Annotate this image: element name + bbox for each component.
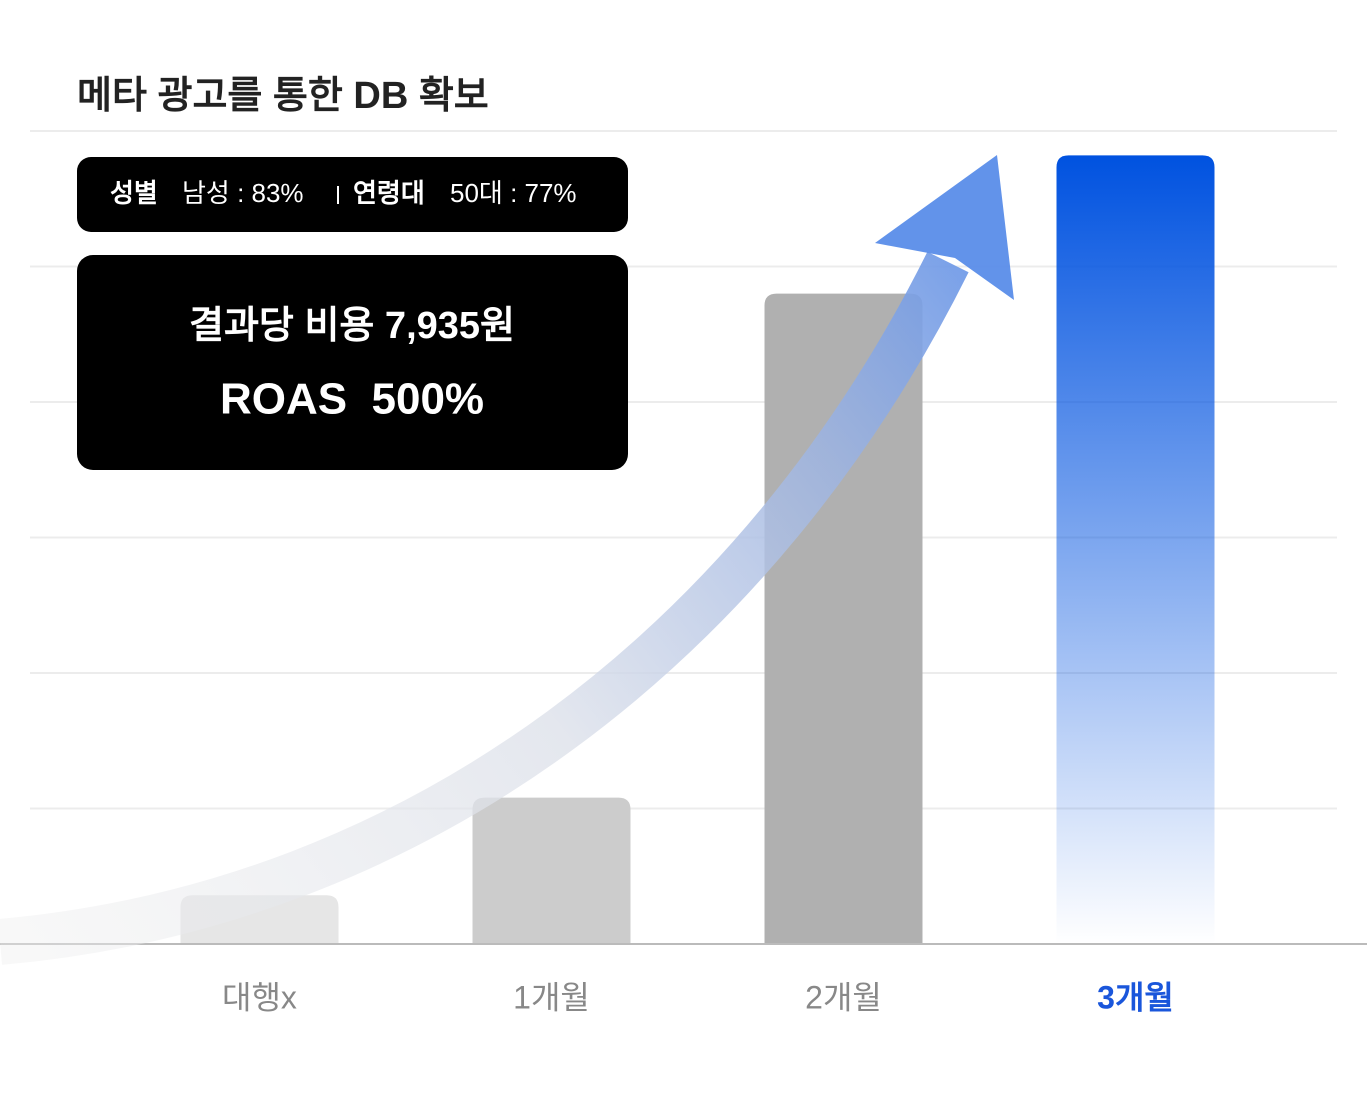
- badge-value: 남성 : 83%: [182, 178, 304, 208]
- summary-roas: ROAS 500%: [220, 375, 484, 424]
- trend-arrow-body: [0, 251, 969, 965]
- x-tick-label: 대행x: [222, 979, 297, 1015]
- bar: [472, 797, 631, 944]
- badge-label: 연령대: [353, 178, 425, 208]
- x-tick-label: 3개월: [1097, 979, 1174, 1015]
- x-tick-label: 2개월: [805, 979, 882, 1015]
- trend-arrow-head: [875, 155, 1014, 300]
- badge-label: 성별: [110, 178, 158, 208]
- bar: [1056, 155, 1215, 944]
- summary-box: [77, 255, 628, 470]
- x-tick-label: 1개월: [513, 979, 590, 1015]
- badge: [77, 157, 628, 232]
- chart-title: 메타 광고를 통한 DB 확보: [77, 75, 489, 117]
- badge-value: 50대 : 77%: [450, 178, 577, 208]
- summary-cost: 결과당 비용 7,935원: [189, 305, 515, 347]
